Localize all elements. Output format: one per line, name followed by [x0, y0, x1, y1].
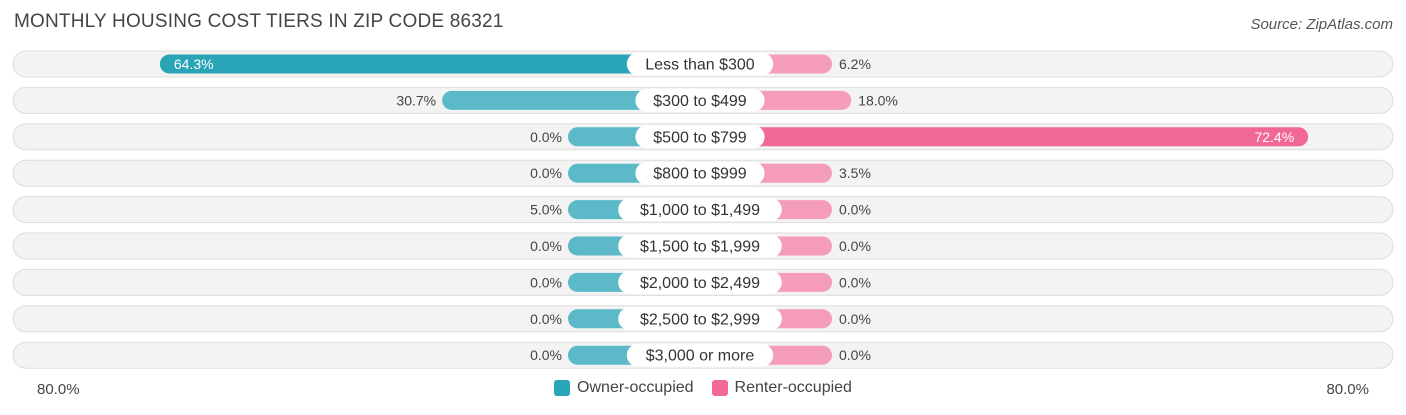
- value-label-owner: 0.0%: [530, 274, 562, 290]
- value-label-owner: 0.0%: [530, 129, 562, 145]
- category-pill: [618, 234, 782, 258]
- value-label-owner: 64.3%: [174, 56, 214, 72]
- chart-area: 64.3% 6.2% Less than $300 30.7% 18.0% $300 to…: [12, 50, 1394, 369]
- category-label: $2,500 to $2,999: [640, 311, 760, 328]
- axis-right-label: 80.0%: [1326, 381, 1369, 398]
- value-label-renter: 18.0%: [858, 92, 898, 108]
- category-label: $800 to $999: [653, 166, 747, 183]
- legend: Owner-occupied Renter-occupied: [0, 379, 1406, 397]
- chart-source: Source: ZipAtlas.com: [1250, 16, 1393, 33]
- category-label: $1,000 to $1,499: [640, 202, 760, 219]
- category-label: $300 to $499: [653, 93, 747, 110]
- value-label-renter: 6.2%: [839, 56, 871, 72]
- value-label-owner: 0.0%: [530, 347, 562, 363]
- axis-left-label: 80.0%: [37, 381, 80, 398]
- bar-owner: [442, 90, 700, 110]
- category-label: Less than $300: [645, 57, 755, 74]
- legend-item-owner: Owner-occupied: [554, 379, 694, 397]
- category-pill: [626, 343, 774, 367]
- category-label: $1,500 to $1,999: [640, 239, 760, 256]
- bar-owner: [159, 54, 700, 74]
- value-label-renter: 0.0%: [839, 238, 871, 254]
- value-label-owner: 0.0%: [530, 238, 562, 254]
- category-pill: [618, 307, 782, 331]
- legend-label-renter: Renter-occupied: [734, 379, 852, 396]
- value-label-owner: 5.0%: [530, 202, 562, 218]
- value-label-renter: 0.0%: [839, 274, 871, 290]
- category-label: $3,000 or more: [646, 348, 755, 365]
- value-label-renter: 0.0%: [839, 311, 871, 327]
- category-label: $2,000 to $2,499: [640, 275, 760, 292]
- category-pill: [635, 161, 765, 185]
- value-label-renter: 0.0%: [839, 202, 871, 218]
- category-label: $500 to $799: [653, 129, 747, 146]
- legend-swatch-owner: [554, 380, 571, 396]
- category-pill: [626, 52, 774, 76]
- category-pill: [635, 88, 765, 112]
- category-pill: [618, 198, 782, 222]
- legend-item-renter: Renter-occupied: [711, 379, 852, 397]
- value-label-renter: 72.4%: [1254, 129, 1294, 145]
- category-pill: [635, 125, 765, 149]
- value-label-renter: 3.5%: [839, 165, 871, 181]
- value-label-owner: 30.7%: [396, 92, 436, 108]
- value-label-owner: 0.0%: [530, 311, 562, 327]
- value-label-renter: 0.0%: [839, 347, 871, 363]
- category-pill: [618, 270, 782, 294]
- legend-swatch-renter: [711, 380, 728, 396]
- legend-label-owner: Owner-occupied: [577, 379, 694, 396]
- bar-renter: [700, 127, 1309, 147]
- value-label-owner: 0.0%: [530, 165, 562, 181]
- chart-title: MONTHLY HOUSING COST TIERS IN ZIP CODE 8…: [14, 11, 504, 32]
